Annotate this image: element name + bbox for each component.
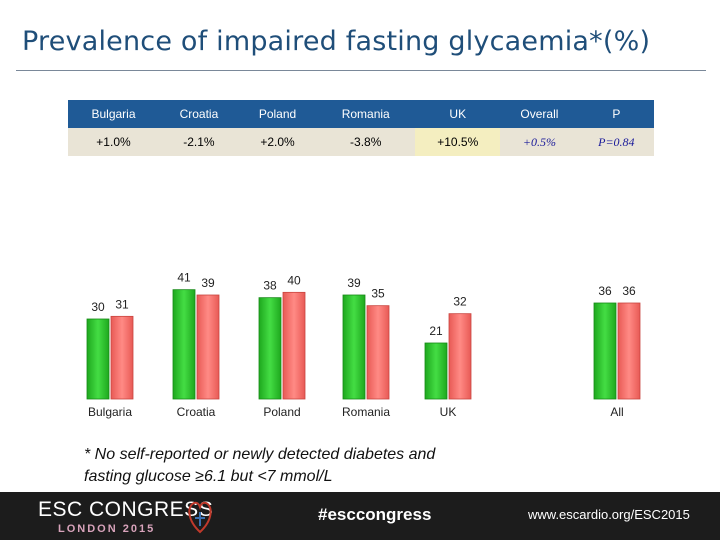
bar-chart: 30 31 Bulgaria 41 39 Croatia 38 40 Poland 39 35 Rom…	[86, 271, 641, 419]
data-label-all-series-2: 36	[622, 284, 636, 298]
bar-poland-series-1	[258, 297, 282, 400]
header-cell-p: P	[578, 100, 654, 128]
bar-romania-series-1	[342, 294, 366, 400]
value-cell-p: P=0.84	[578, 128, 654, 156]
title-divider	[16, 70, 706, 71]
category-label-croatia: Croatia	[177, 405, 216, 419]
bar-all-series-2	[617, 302, 641, 400]
category-label-bulgaria: Bulgaria	[88, 405, 132, 419]
bar-bulgaria-series-1	[86, 318, 110, 400]
data-label-bulgaria-series-1: 30	[91, 300, 105, 314]
bar-uk-series-1	[424, 342, 448, 400]
data-label-poland-series-1: 38	[263, 279, 277, 293]
website-link[interactable]: www.escardio.org/ESC2015	[528, 507, 690, 522]
data-label-poland-series-2: 40	[287, 273, 301, 287]
header-cell-croatia: Croatia	[158, 100, 239, 128]
header-cell-romania: Romania	[316, 100, 416, 128]
value-cell-poland: +2.0%	[238, 128, 317, 156]
data-label-croatia-series-2: 39	[201, 276, 215, 290]
footnote-line-2: fasting glucose ≥6.1 but <7 mmol/L	[84, 468, 333, 485]
category-label-all: All	[610, 405, 623, 419]
bar-croatia-series-1	[172, 289, 196, 400]
bar-croatia-series-2	[196, 294, 220, 400]
category-label-uk: UK	[440, 405, 457, 419]
table-header-row: Bulgaria Croatia Poland Romania UK Overa…	[68, 100, 654, 128]
slide-title: Prevalence of impaired fasting glycaemia…	[22, 26, 651, 57]
footer-bar: ESC CONGRESS LONDON 2015 #esccongress ww…	[0, 492, 720, 540]
bar-all-series-1	[593, 302, 617, 400]
header-cell-overall: Overall	[500, 100, 579, 128]
congress-name: ESC CONGRESS	[38, 498, 214, 521]
esc-heart-logo-icon	[188, 501, 212, 534]
value-cell-bulgaria: +1.0%	[68, 128, 159, 156]
footnote-line-1: * No self-reported or newly detected dia…	[84, 446, 436, 463]
data-label-all-series-1: 36	[598, 284, 612, 298]
hashtag: #esccongress	[318, 505, 432, 524]
header-cell-poland: Poland	[238, 100, 317, 128]
header-cell-uk: UK	[415, 100, 501, 128]
header-cell-bulgaria: Bulgaria	[68, 100, 159, 128]
bar-uk-series-2	[448, 313, 472, 400]
bar-bulgaria-series-2	[110, 315, 134, 400]
value-cell-overall: +0.5%	[500, 128, 579, 156]
value-cell-romania: -3.8%	[316, 128, 416, 156]
data-label-croatia-series-1: 41	[177, 271, 191, 285]
category-label-romania: Romania	[342, 405, 390, 419]
table-value-row: +1.0% -2.1% +2.0% -3.8% +10.5% +0.5% P=0…	[68, 128, 654, 156]
change-table: Bulgaria Croatia Poland Romania UK Overa…	[68, 100, 654, 156]
data-label-uk-series-1: 21	[429, 324, 443, 338]
data-label-romania-series-2: 35	[371, 287, 385, 301]
bar-poland-series-2	[282, 291, 306, 400]
data-label-romania-series-1: 39	[347, 276, 361, 290]
data-label-bulgaria-series-2: 31	[115, 297, 129, 311]
category-label-poland: Poland	[263, 405, 300, 419]
data-label-uk-series-2: 32	[453, 295, 467, 309]
congress-location: LONDON 2015	[58, 523, 156, 535]
footnote: * No self-reported or newly detected dia…	[84, 444, 435, 488]
value-cell-uk: +10.5%	[415, 128, 501, 156]
value-cell-croatia: -2.1%	[158, 128, 239, 156]
bar-romania-series-2	[366, 305, 390, 400]
